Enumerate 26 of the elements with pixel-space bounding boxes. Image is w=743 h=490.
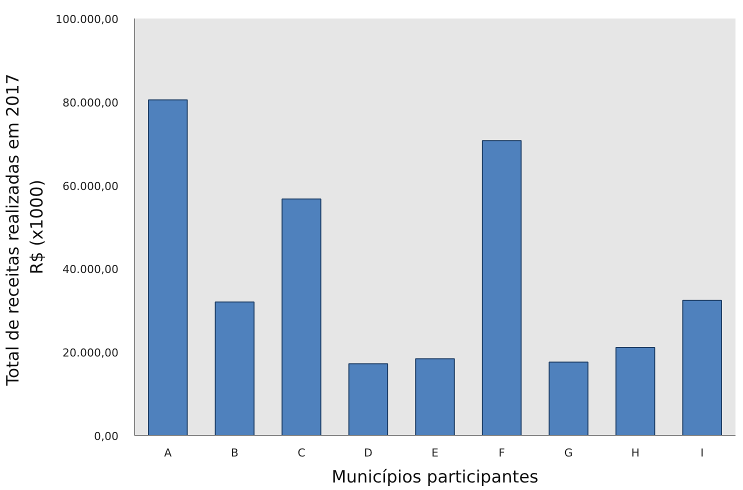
x-axis-title: Municípios participantes — [332, 468, 539, 488]
x-tick-label: G — [564, 446, 573, 460]
x-tick-label: D — [364, 446, 372, 460]
x-tick-label: B — [230, 446, 238, 460]
bar — [148, 99, 188, 436]
y-tick-label: 20.000,00 — [62, 346, 118, 360]
x-tick-label: E — [432, 446, 439, 460]
y-tick-label: 40.000,00 — [62, 263, 118, 276]
y-tick-label: 100.000,00 — [56, 13, 119, 26]
y-tick-label: 0,00 — [94, 430, 119, 443]
x-tick-label: A — [164, 446, 172, 460]
bar — [482, 140, 522, 436]
y-tick-label: 60.000,00 — [62, 180, 118, 193]
bar — [548, 362, 588, 436]
x-tick-label: H — [631, 446, 640, 460]
bar — [415, 358, 455, 436]
bar — [214, 302, 255, 436]
bar — [682, 300, 722, 436]
x-tick-label: I — [700, 446, 704, 460]
x-tick-label: C — [298, 446, 306, 460]
bar — [348, 363, 388, 436]
y-axis-title: Total de receitas realizadas em 2017 R$ (x1000) — [4, 74, 48, 387]
x-tick-label: F — [498, 446, 505, 460]
y-tick-label: 80.000,00 — [62, 96, 118, 110]
bar — [615, 347, 656, 436]
bar — [282, 198, 322, 436]
